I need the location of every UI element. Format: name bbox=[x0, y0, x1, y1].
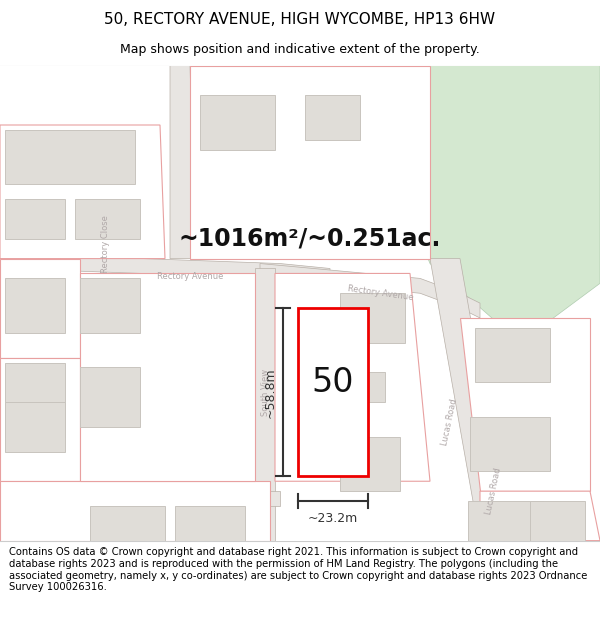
Polygon shape bbox=[255, 269, 275, 541]
Text: Lucas Road: Lucas Road bbox=[485, 467, 503, 516]
Polygon shape bbox=[390, 66, 600, 343]
Bar bbox=[5, 362, 65, 437]
Polygon shape bbox=[170, 66, 195, 259]
Text: Rectory Avenue: Rectory Avenue bbox=[157, 272, 223, 281]
Bar bbox=[340, 437, 400, 491]
Polygon shape bbox=[60, 256, 330, 283]
Bar bbox=[340, 372, 385, 402]
Bar bbox=[5, 199, 65, 239]
Polygon shape bbox=[80, 274, 255, 481]
Polygon shape bbox=[0, 125, 165, 259]
Bar bbox=[470, 417, 550, 471]
Text: ~1016m²/~0.251ac.: ~1016m²/~0.251ac. bbox=[179, 227, 441, 251]
Polygon shape bbox=[0, 259, 80, 358]
Text: ~23.2m: ~23.2m bbox=[308, 512, 358, 526]
Text: South View: South View bbox=[260, 369, 269, 416]
Bar bbox=[5, 130, 135, 184]
Bar bbox=[5, 278, 65, 332]
Bar bbox=[340, 293, 405, 343]
Text: Map shows position and indicative extent of the property.: Map shows position and indicative extent… bbox=[120, 42, 480, 56]
Polygon shape bbox=[0, 481, 270, 541]
Bar bbox=[5, 402, 65, 452]
Polygon shape bbox=[260, 264, 480, 318]
Polygon shape bbox=[430, 259, 510, 541]
Bar bbox=[200, 95, 275, 150]
Bar bbox=[175, 506, 245, 556]
Text: Rectory Avenue: Rectory Avenue bbox=[347, 284, 413, 302]
Bar bbox=[468, 501, 543, 551]
Text: ~58.8m: ~58.8m bbox=[263, 367, 277, 418]
Polygon shape bbox=[460, 318, 590, 491]
Polygon shape bbox=[298, 308, 368, 476]
Polygon shape bbox=[0, 491, 280, 506]
Text: 50: 50 bbox=[312, 366, 354, 399]
Text: Lucas Road: Lucas Road bbox=[440, 398, 460, 446]
Polygon shape bbox=[190, 66, 430, 259]
Bar bbox=[475, 328, 550, 382]
Bar bbox=[80, 278, 140, 332]
Text: Contains OS data © Crown copyright and database right 2021. This information is : Contains OS data © Crown copyright and d… bbox=[9, 548, 587, 592]
Bar bbox=[530, 501, 585, 546]
Text: Rectory Close: Rectory Close bbox=[101, 215, 110, 272]
Bar bbox=[80, 368, 140, 427]
Bar bbox=[305, 95, 360, 140]
Bar bbox=[75, 199, 140, 239]
Text: 50, RECTORY AVENUE, HIGH WYCOMBE, HP13 6HW: 50, RECTORY AVENUE, HIGH WYCOMBE, HP13 6… bbox=[104, 12, 496, 27]
Polygon shape bbox=[480, 491, 600, 541]
Polygon shape bbox=[0, 357, 80, 481]
Polygon shape bbox=[275, 274, 430, 481]
Bar bbox=[90, 506, 165, 556]
